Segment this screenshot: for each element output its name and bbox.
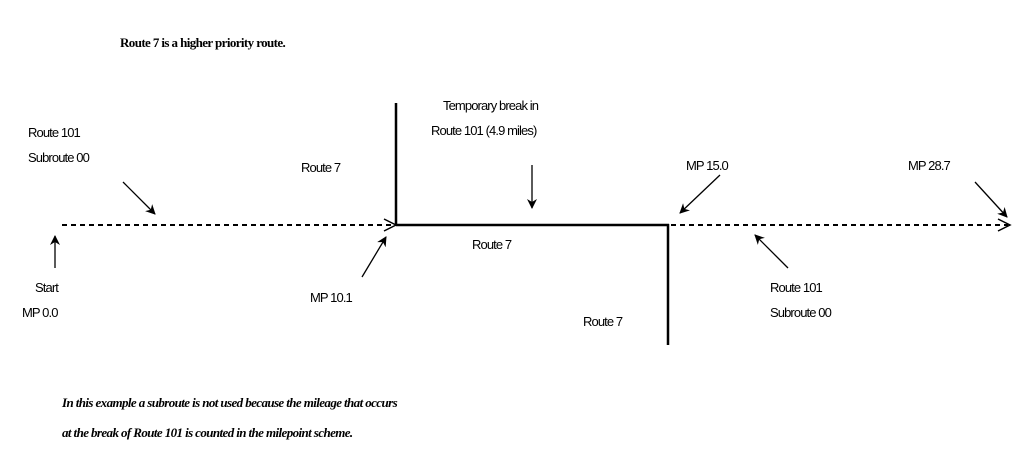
mp0-label: MP 0.0 — [22, 305, 58, 320]
mp10-pointer-arrow-icon — [361, 236, 387, 278]
route101-left-pointer-arrow-icon — [122, 181, 156, 215]
note-line-2: at the break of Route 101 is counted in … — [62, 425, 353, 440]
route101-right-label: Route 101 — [770, 280, 823, 295]
subroute-left-label: Subroute 00 — [28, 150, 90, 165]
mp28-label: MP 28.7 — [908, 158, 951, 173]
temp-break-label-line2: Route 101 (4.9 miles) — [431, 123, 537, 138]
temp-break-label-line1: Temporary break in — [443, 98, 539, 113]
note-line-1: In this example a subroute is not used b… — [61, 395, 398, 410]
mp10-label: MP 10.1 — [310, 290, 353, 305]
open-arrowhead-right — [997, 218, 1012, 232]
mp15-label: MP 15.0 — [686, 158, 729, 173]
mp28-pointer-arrow-icon — [974, 181, 1008, 218]
route101-right-pointer-arrow-icon — [754, 234, 789, 269]
start-label: Start — [35, 280, 59, 295]
subroute-right-label: Subroute 00 — [770, 305, 832, 320]
mp15-pointer-arrow-icon — [679, 174, 721, 214]
route7-middle-label: Route 7 — [472, 237, 512, 252]
route7-lower-label: Route 7 — [583, 314, 623, 329]
diagram-title: Route 7 is a higher priority route. — [120, 35, 286, 50]
route101-left-label: Route 101 — [28, 125, 81, 140]
route7-upper-label: Route 7 — [301, 160, 341, 175]
